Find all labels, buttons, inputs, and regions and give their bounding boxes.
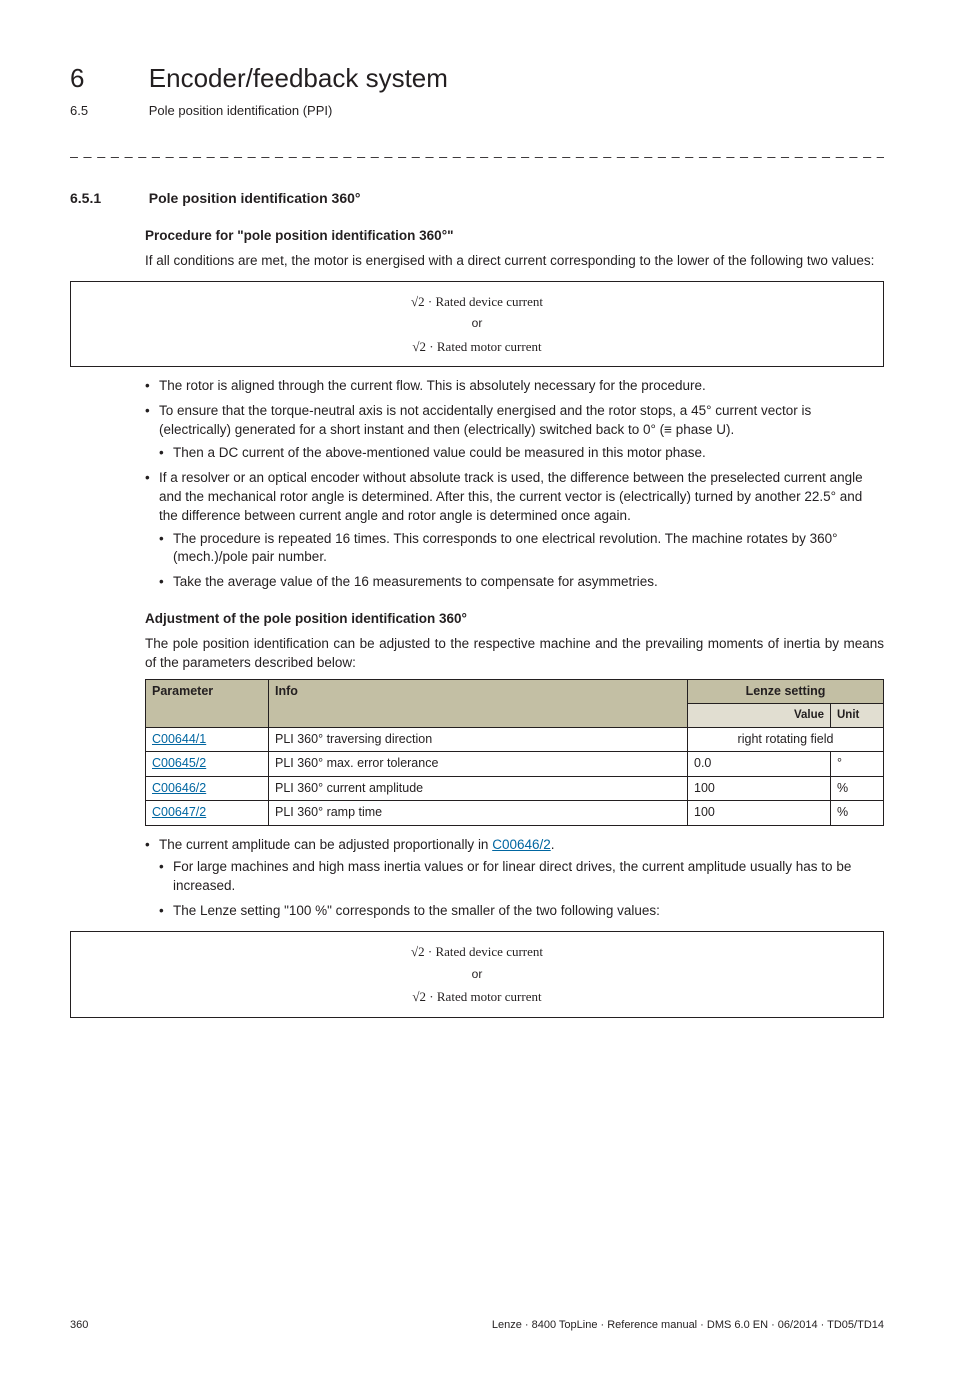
bullet-item: The current amplitude can be adjusted pr… (145, 836, 884, 922)
td-value: 100 (688, 776, 831, 801)
param-link-inline[interactable]: C00646/2 (492, 837, 551, 852)
th-parameter: Parameter (146, 679, 269, 727)
procedure-heading: Procedure for "pole position identificat… (145, 227, 884, 246)
th-unit: Unit (831, 704, 884, 727)
bullet-text-part: The current amplitude can be adjusted pr… (159, 837, 492, 852)
formula-box-1: √2 · Rated device current or √2 · Rated … (70, 281, 884, 368)
adjustment-para: The pole position identification can be … (145, 635, 884, 673)
formula-or: or (71, 313, 883, 335)
bullet-item: The rotor is aligned through the current… (145, 377, 884, 396)
td-unit: % (831, 801, 884, 826)
subchapter-title: Pole position identification (PPI) (149, 102, 333, 120)
th-value: Value (688, 704, 831, 727)
td-unit: ° (831, 752, 884, 777)
page-footer: 360 Lenze · 8400 TopLine · Reference man… (70, 1318, 884, 1333)
th-info: Info (269, 679, 688, 727)
chapter-title: Encoder/feedback system (149, 60, 448, 96)
procedure-para: If all conditions are met, the motor is … (145, 252, 884, 271)
td-value: 100 (688, 801, 831, 826)
formula-line2b: √2 · Rated motor current (412, 989, 541, 1004)
section-title: Pole position identification 360° (149, 189, 361, 209)
chapter-number: 6 (70, 60, 145, 96)
td-value: 0.0 (688, 752, 831, 777)
bullet-item: If a resolver or an optical encoder with… (145, 469, 884, 592)
td-info: PLI 360° current amplitude (269, 776, 688, 801)
adjustment-heading: Adjustment of the pole position identifi… (145, 610, 884, 629)
sub-bullet-item: Take the average value of the 16 measure… (159, 573, 884, 592)
td-info: PLI 360° ramp time (269, 801, 688, 826)
section-header: 6.5.1 Pole position identification 360° (70, 189, 884, 209)
chapter-header: 6 Encoder/feedback system (70, 60, 884, 96)
table-row: C00646/2 PLI 360° current amplitude 100 … (146, 776, 884, 801)
subchapter-number: 6.5 (70, 102, 145, 120)
sub-bullet-item: The procedure is repeated 16 times. This… (159, 530, 884, 568)
param-link[interactable]: C00646/2 (152, 781, 206, 795)
bullet-list-2: The current amplitude can be adjusted pr… (145, 836, 884, 922)
bullet-text: If a resolver or an optical encoder with… (159, 470, 863, 523)
formula-box-2: √2 · Rated device current or √2 · Rated … (70, 931, 884, 1018)
td-info: PLI 360° traversing direction (269, 727, 688, 752)
th-lenze: Lenze setting (688, 679, 884, 704)
subchapter-header: 6.5 Pole position identification (PPI) (70, 96, 884, 121)
td-info: PLI 360° max. error tolerance (269, 752, 688, 777)
bullet-text-part: . (551, 837, 555, 852)
bullet-text: To ensure that the torque-neutral axis i… (159, 403, 811, 437)
parameter-table: Parameter Info Lenze setting Value Unit … (145, 679, 884, 826)
td-value: right rotating field (688, 727, 884, 752)
page-number: 360 (70, 1318, 88, 1333)
table-row: C00647/2 PLI 360° ramp time 100 % (146, 801, 884, 826)
formula-or-b: or (71, 964, 883, 986)
param-link[interactable]: C00647/2 (152, 805, 206, 819)
bullet-item: To ensure that the torque-neutral axis i… (145, 402, 884, 463)
divider: _ _ _ _ _ _ _ _ _ _ _ _ _ _ _ _ _ _ _ _ … (70, 141, 884, 161)
section-number: 6.5.1 (70, 189, 145, 209)
param-link[interactable]: C00644/1 (152, 732, 206, 746)
td-unit: % (831, 776, 884, 801)
formula-line2: √2 · Rated motor current (412, 339, 541, 354)
formula-line1b: √2 · Rated device current (411, 944, 543, 959)
formula-line1: √2 · Rated device current (411, 294, 543, 309)
bullet-list-1: The rotor is aligned through the current… (145, 377, 884, 592)
sub-bullet-item: The Lenze setting "100 %" corresponds to… (159, 902, 884, 921)
table-row: C00644/1 PLI 360° traversing direction r… (146, 727, 884, 752)
footer-text: Lenze · 8400 TopLine · Reference manual … (492, 1318, 884, 1333)
sub-bullet-item: For large machines and high mass inertia… (159, 858, 884, 896)
sub-bullet-item: Then a DC current of the above-mentioned… (159, 444, 884, 463)
param-link[interactable]: C00645/2 (152, 756, 206, 770)
table-row: C00645/2 PLI 360° max. error tolerance 0… (146, 752, 884, 777)
